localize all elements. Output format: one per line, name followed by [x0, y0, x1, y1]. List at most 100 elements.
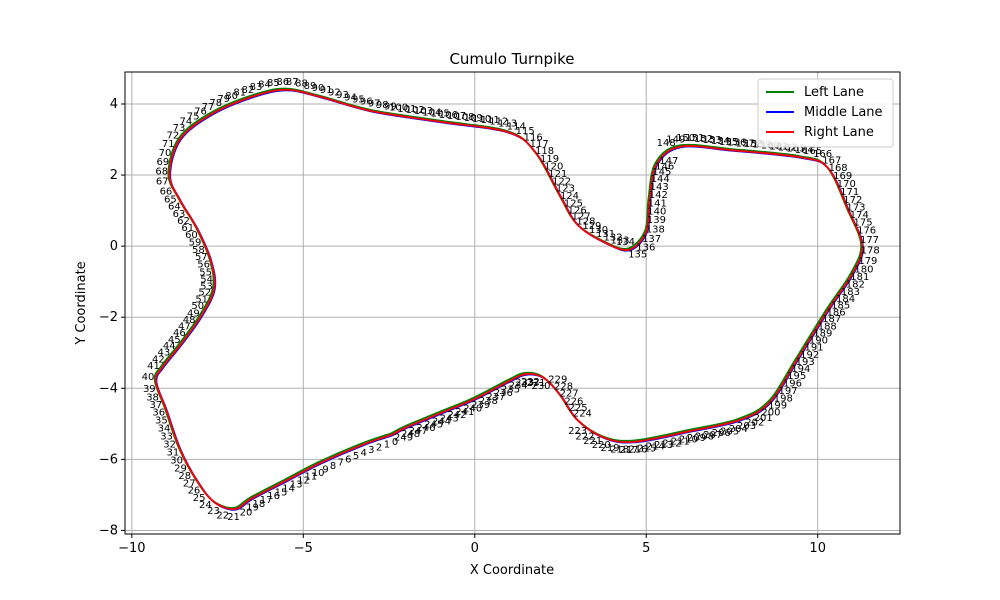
- waypoint-label: 228: [554, 381, 573, 392]
- waypoint-label: 219: [601, 443, 620, 454]
- waypoint-label: 25: [193, 493, 206, 504]
- waypoint-label: 216: [628, 444, 647, 455]
- waypoint-label: 245: [424, 420, 443, 431]
- waypoint-label: 158: [744, 139, 763, 150]
- waypoint-label: 178: [861, 246, 880, 257]
- waypoint-label: 169: [833, 171, 852, 182]
- waypoint-label: 238: [479, 396, 498, 407]
- grid: [125, 72, 900, 534]
- y-tick-label: 2: [110, 168, 118, 183]
- waypoint-label: 38: [146, 392, 159, 403]
- legend: Left Lane Middle Lane Right Lane: [757, 78, 894, 148]
- waypoint-label: 75: [187, 111, 200, 122]
- waypoint-label: 127: [572, 212, 591, 223]
- waypoint-label: 231: [527, 378, 546, 389]
- waypoint-label: 129: [582, 221, 601, 232]
- waypoint-label: 223: [568, 426, 587, 437]
- waypoint-label: 28: [178, 471, 191, 482]
- waypoint-label: 27: [183, 478, 196, 489]
- waypoint-label: 133: [610, 236, 629, 247]
- waypoint-label: 23: [207, 506, 220, 517]
- waypoint-label: 167: [822, 155, 841, 166]
- waypoint-label: 156: [727, 138, 746, 149]
- waypoint-label: 154: [711, 136, 730, 147]
- y-tick-label: −2: [99, 310, 118, 325]
- waypoint-label: 142: [649, 190, 668, 201]
- waypoint-label: 96: [360, 97, 373, 108]
- waypoint-label: 116: [524, 132, 543, 143]
- waypoint-label: 117: [530, 139, 549, 150]
- waypoint-label: 97: [368, 98, 381, 109]
- waypoint-label: 41: [147, 361, 160, 372]
- waypoint-label: 18: [252, 499, 265, 510]
- waypoint-label: 55: [199, 267, 212, 278]
- waypoint-label: 99: [384, 101, 397, 112]
- waypoint-label: 124: [560, 191, 579, 202]
- chart-title: Cumulo Turnpike: [449, 50, 574, 68]
- waypoint-label: 78: [209, 98, 222, 109]
- waypoint-label: 241: [455, 407, 474, 418]
- waypoint-label: 89: [304, 81, 317, 92]
- waypoint-label: 196: [783, 378, 802, 389]
- waypoint-label: 101: [397, 104, 416, 115]
- waypoint-label: 119: [540, 154, 559, 165]
- waypoint-label: 192: [800, 350, 819, 361]
- waypoint-label: 163: [786, 143, 805, 154]
- waypoint-label: 213: [654, 440, 673, 451]
- waypoint-label: 66: [160, 187, 173, 198]
- waypoint-label: 37: [149, 400, 162, 411]
- waypoint-label: 170: [837, 179, 856, 190]
- waypoint-label: 164: [795, 145, 814, 156]
- waypoint-label: 103: [414, 106, 433, 117]
- waypoint-label: 221: [583, 436, 602, 447]
- waypoint-label: 175: [853, 217, 872, 228]
- y-tick-label: −8: [99, 523, 118, 538]
- waypoint-label: 31: [167, 448, 180, 459]
- waypoint-label: 226: [564, 396, 583, 407]
- waypoint-label: 224: [573, 409, 592, 420]
- waypoint-label: 10: [312, 468, 325, 479]
- waypoint-label: 0: [392, 437, 398, 448]
- waypoint-label: 52: [198, 288, 211, 299]
- waypoint-label: 98: [376, 100, 389, 111]
- waypoint-label: 126: [568, 206, 587, 217]
- waypoint-label: 56: [197, 260, 210, 271]
- waypoint-label: 94: [344, 92, 357, 103]
- waypoint-label: 70: [159, 148, 172, 159]
- waypoint-label: 237: [486, 392, 505, 403]
- waypoint-label: 40: [142, 372, 155, 383]
- legend-entry: Left Lane: [804, 85, 864, 100]
- waypoint-label: 115: [516, 126, 535, 137]
- waypoint-label: 205: [720, 426, 739, 437]
- waypoint-label: 190: [809, 336, 828, 347]
- waypoint-label: 110: [472, 114, 491, 125]
- waypoint-label: 68: [155, 166, 168, 177]
- waypoint-label: 80: [225, 91, 238, 102]
- waypoint-label: 21: [227, 512, 240, 523]
- waypoint-label: 188: [818, 321, 837, 332]
- y-tick-label: −6: [99, 452, 118, 467]
- waypoint-label: 95: [352, 95, 365, 106]
- waypoint-label: 61: [181, 223, 194, 234]
- waypoint-label: 77: [202, 102, 215, 113]
- waypoint-label: 108: [455, 112, 474, 123]
- y-tick-label: 0: [110, 239, 118, 254]
- waypoint-label: 86: [276, 77, 289, 88]
- waypoint-label: 104: [422, 107, 441, 118]
- waypoint-label: 152: [694, 134, 713, 145]
- waypoint-label: 57: [195, 252, 208, 263]
- waypoint-label: 88: [295, 79, 308, 90]
- waypoint-label: 199: [768, 401, 787, 412]
- waypoint-label: 100: [389, 103, 408, 114]
- waypoint-label: 183: [841, 287, 860, 298]
- waypoint-label: 181: [850, 272, 869, 283]
- waypoint-label: 3: [368, 445, 374, 456]
- waypoint-label: 59: [189, 237, 202, 248]
- y-tick-label: −4: [99, 381, 118, 396]
- waypoint-label: 148: [657, 138, 676, 149]
- waypoint-label: 64: [168, 202, 181, 213]
- waypoint-label: 58: [192, 245, 205, 256]
- waypoint-label: 19: [246, 502, 259, 513]
- waypoint-label: 229: [548, 375, 567, 386]
